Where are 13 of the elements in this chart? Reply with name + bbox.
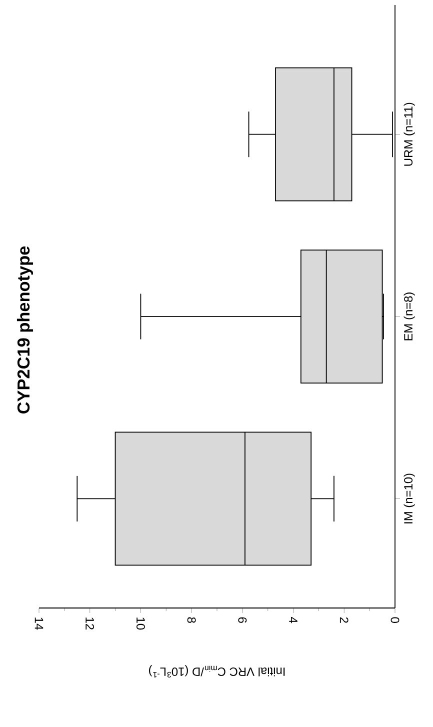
x-axis-title: Initial VRC C$_{min}$/D (10$^{3}$L$^{-1}$) — [149, 665, 285, 678]
x-tick-label: 6 — [238, 617, 247, 623]
text: CYP2C19 phenotype — [16, 246, 34, 414]
y-tick-label: IM (n=10) — [404, 474, 415, 524]
x-tick-label: 12 — [86, 618, 94, 630]
x-tick-label: 14 — [34, 618, 44, 630]
y-tick-label: URM (n=11) — [404, 102, 415, 166]
x-tick-label: 10 — [136, 618, 145, 630]
x-tick-label: 8 — [187, 617, 196, 623]
x-tick-label: 4 — [289, 617, 298, 624]
x-tick-label: 2 — [340, 617, 348, 623]
x-tick-label: 0 — [390, 617, 400, 623]
y-tick-label: EM (n=8) — [404, 292, 415, 340]
